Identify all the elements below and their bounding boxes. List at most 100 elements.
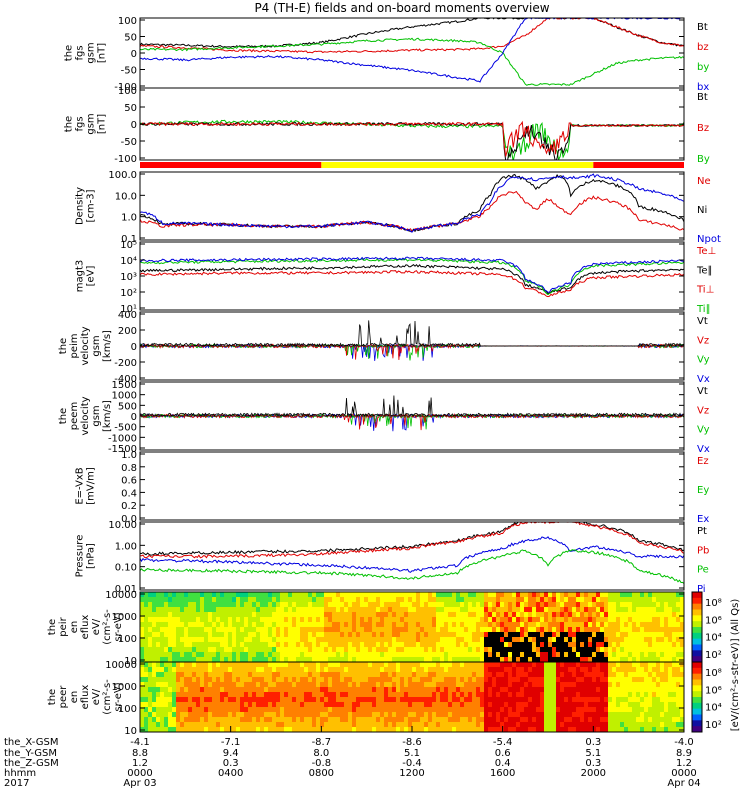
peer_spec-cell [640, 727, 645, 732]
peir_spec-cell [288, 652, 293, 658]
peir_spec-cell [492, 602, 497, 608]
peir_spec-cell [424, 642, 429, 648]
peir_spec-cell [312, 652, 317, 658]
peir_spec-cell [236, 592, 241, 598]
peer_spec-cell [360, 707, 365, 713]
peir_spec-cell [552, 637, 557, 643]
peir_spec-cell [416, 622, 421, 628]
peer_spec-cell [308, 702, 313, 708]
peir_spec-cell [636, 617, 641, 623]
peer_spec-cell [480, 667, 485, 673]
peir_spec-cell [560, 602, 565, 608]
peer_spec-cell [416, 727, 421, 732]
peir_spec-cell [536, 622, 541, 628]
peer_spec-cell [428, 727, 433, 732]
peer_spec-cell [520, 687, 525, 693]
peer_spec-cell [384, 692, 389, 698]
peer_spec-cell [260, 662, 265, 668]
peer_spec-cell [140, 692, 145, 698]
peer_spec-cell [148, 717, 153, 723]
fgs_gsm-ytick-label: -100 [114, 82, 137, 93]
peer_spec-cell [336, 717, 341, 723]
peir_spec-cell [460, 622, 465, 628]
peer_spec-cell [400, 662, 405, 668]
peer_spec-cell [220, 707, 225, 713]
peer_spec-cell [304, 697, 309, 703]
peir_spec-cell [412, 642, 417, 648]
peir_spec-ytick-label: 100 [118, 634, 137, 645]
peir_spec-cell [148, 627, 153, 633]
peir_spec-cell [540, 597, 545, 603]
peer_spec-cell [400, 687, 405, 693]
peir_spec-cell [180, 607, 185, 613]
peir_spec-cell [444, 597, 449, 603]
peir_spec-cell [520, 627, 525, 633]
peer_spec-cell [312, 717, 317, 723]
peer_spec-cell [276, 722, 281, 728]
peir_spec-cell [312, 592, 317, 598]
peir_spec-cell [632, 597, 637, 603]
peir_spec-cell [596, 617, 601, 623]
peir_spec-cell [176, 597, 181, 603]
peer_spec-cell [300, 662, 305, 668]
peir_spec-cell [284, 607, 289, 613]
peer_spec-cell [584, 687, 589, 693]
peer_spec-cell [492, 702, 497, 708]
peir_spec-cell [572, 597, 577, 603]
peer_spec-cell [212, 717, 217, 723]
peir_spec-cell [500, 642, 505, 648]
peer_spec-cell [444, 687, 449, 693]
peer_spec-cell [412, 717, 417, 723]
peer_spec-cell [348, 702, 353, 708]
peer_spec-cell [252, 692, 257, 698]
peir_spec-cell [180, 617, 185, 623]
peer_spec-cell [448, 667, 453, 673]
peir_spec-cell [268, 632, 273, 638]
peir_spec-cell [460, 652, 465, 658]
peer_spec-cell [680, 702, 684, 708]
peir_spec-cell [212, 627, 217, 633]
peer_spec-cell [448, 692, 453, 698]
peir_spec-cell [392, 627, 397, 633]
peir_spec-cell [644, 642, 649, 648]
peir_spec-cell [320, 617, 325, 623]
peir_spec-cell [436, 592, 441, 598]
peer_spec-cell [384, 722, 389, 728]
peir_spec-cell [156, 592, 161, 598]
peer_spec-cell [212, 672, 217, 678]
colorbar-1-tick: 10⁸ [705, 668, 722, 679]
peir_spec-cell [220, 597, 225, 603]
peer_spec-cell [328, 702, 333, 708]
peer_spec-cell [660, 727, 665, 732]
peir_spec-cell [676, 627, 681, 633]
peer_spec-cell [676, 727, 681, 732]
peer_spec-cell [244, 727, 249, 732]
peer_spec-cell [512, 697, 517, 703]
peer_spec-cell [456, 707, 461, 713]
peir_spec-cell [316, 617, 321, 623]
peir_spec-cell [360, 657, 365, 662]
peer_spec-cell [236, 702, 241, 708]
peer_spec-cell [356, 697, 361, 703]
peer_spec-cell [596, 662, 601, 668]
peir_spec-cell [528, 627, 533, 633]
peer_spec-cell [580, 682, 585, 688]
peir_spec-cell [576, 622, 581, 628]
peir_spec-cell [280, 597, 285, 603]
peer_spec-cell [248, 677, 253, 683]
peir_spec-cell [564, 637, 569, 643]
peir_spec-cell [292, 612, 297, 618]
peir_spec-cell [680, 652, 684, 658]
peer_spec-cell [488, 672, 493, 678]
peir_spec-cell [508, 642, 513, 648]
peer_spec-cell [416, 682, 421, 688]
peir_spec-cell [612, 592, 617, 598]
peir_spec-cell [216, 647, 221, 653]
peir_spec-cell [412, 637, 417, 643]
peir_spec-cell [400, 637, 405, 643]
peir_spec-cell [296, 602, 301, 608]
peer_spec-cell [336, 672, 341, 678]
peer_spec-cell [160, 682, 165, 688]
peir_spec-cell [208, 612, 213, 618]
peir_spec-cell [464, 612, 469, 618]
